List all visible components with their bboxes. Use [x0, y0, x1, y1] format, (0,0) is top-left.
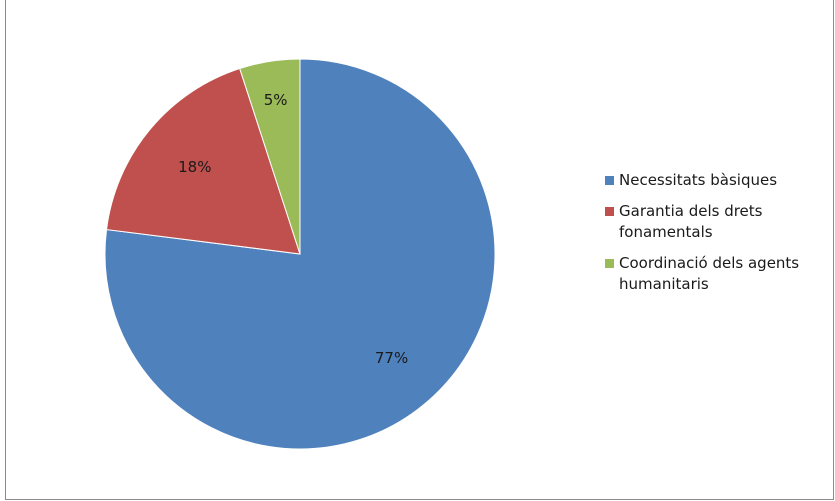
legend-label: Garantia dels drets fonamentals	[619, 202, 762, 241]
slice-value-label: 77%	[375, 349, 408, 367]
slice-value-label: 18%	[178, 158, 211, 176]
legend-label: Coordinació dels agents humanitaris	[619, 254, 799, 293]
legend-label: Necessitats bàsiques	[619, 171, 777, 189]
slice-value-label: 5%	[264, 91, 288, 109]
legend-swatch	[605, 259, 614, 268]
chart-legend: Necessitats bàsiques Garantia dels drets …	[605, 170, 830, 305]
legend-item: Coordinació dels agents humanitaris	[605, 253, 830, 295]
legend-item: Necessitats bàsiques	[605, 170, 830, 191]
legend-swatch	[605, 207, 614, 216]
legend-swatch	[605, 176, 614, 185]
legend-item: Garantia dels drets fonamentals	[605, 201, 830, 243]
